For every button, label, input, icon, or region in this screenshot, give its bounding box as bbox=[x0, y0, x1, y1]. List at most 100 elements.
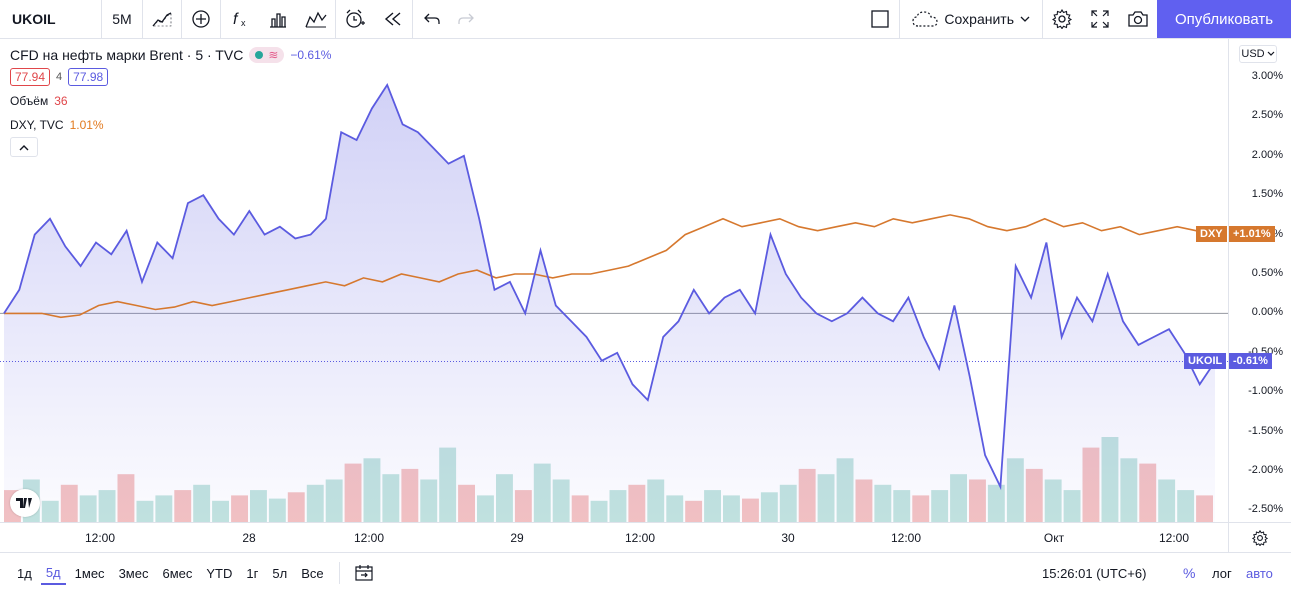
market-open-dot-icon bbox=[255, 51, 264, 59]
bottom-toolbar: 1д 5д 1мес 3мес 6мес YTD 1г 5л Все 15:26:01 (UTC… bbox=[0, 552, 1291, 593]
time-axis-label: 12:00 bbox=[1158, 531, 1190, 545]
auto-scale-toggle[interactable]: авто bbox=[1246, 566, 1273, 581]
calendar-arrow-icon bbox=[354, 565, 373, 581]
wave-icon: ≋ bbox=[268, 48, 279, 62]
price-tick-label: 0.00% bbox=[1251, 306, 1283, 319]
save-button[interactable]: Сохранить bbox=[900, 0, 1042, 38]
range-button-YTD[interactable]: YTD bbox=[206, 565, 233, 581]
redo-icon bbox=[458, 13, 474, 24]
cloud-icon bbox=[912, 11, 939, 27]
financials-button[interactable] bbox=[259, 0, 297, 38]
time-axis-label: 12:00 bbox=[353, 531, 385, 545]
chevron-down-icon bbox=[1020, 16, 1030, 22]
range-button-5л[interactable]: 5л bbox=[272, 565, 288, 581]
chart-pane[interactable] bbox=[0, 39, 1228, 522]
fullscreen-button[interactable] bbox=[1081, 0, 1119, 38]
camera-icon bbox=[1128, 11, 1148, 27]
toolbar-divider bbox=[412, 0, 413, 38]
toolbar-divider bbox=[899, 0, 901, 38]
currency-label: USD bbox=[1241, 48, 1265, 60]
toolbar-divider bbox=[335, 0, 336, 38]
svg-text:x: x bbox=[241, 18, 246, 28]
screenshot-button[interactable] bbox=[1119, 0, 1157, 38]
ukoil-series-line bbox=[3, 82, 1216, 491]
save-label: Сохранить bbox=[944, 11, 1014, 27]
templates-button[interactable] bbox=[297, 0, 335, 38]
range-button-3мес[interactable]: 3мес bbox=[118, 565, 149, 581]
square-icon bbox=[871, 10, 890, 28]
time-axis-label: Окт bbox=[1043, 531, 1065, 545]
symbol-search-button[interactable]: UKOIL bbox=[0, 0, 102, 38]
market-status-pill[interactable]: ≋ bbox=[249, 47, 285, 63]
ukoil-tag-value: -0.61% bbox=[1233, 355, 1268, 368]
undo-icon bbox=[424, 13, 440, 24]
dxy-price-tag: +1.01% bbox=[1229, 225, 1275, 242]
range-button-Все[interactable]: Все bbox=[301, 565, 324, 581]
gear-icon bbox=[1252, 529, 1268, 546]
range-selector: 1д 5д 1мес 3мес 6мес YTD 1г 5л Все bbox=[12, 561, 329, 585]
dxy-label: DXY, TVC bbox=[10, 118, 64, 132]
price-tick-label: -1.50% bbox=[1248, 424, 1283, 437]
rewind-icon bbox=[384, 12, 401, 26]
interval-button[interactable]: 5M bbox=[112, 11, 132, 27]
alarm-clock-icon bbox=[346, 9, 365, 28]
trend-lines-icon bbox=[305, 11, 327, 28]
ukoil-price-tag: -0.61% bbox=[1229, 353, 1272, 370]
price-tick-label: 0.50% bbox=[1251, 267, 1283, 279]
bid-price-button[interactable]: 77.94 bbox=[10, 68, 51, 86]
series-title: CFD на нефть марки Brent · 5 · TVC bbox=[10, 47, 244, 63]
compare-button[interactable] bbox=[182, 0, 220, 38]
layout-button[interactable] bbox=[861, 0, 899, 38]
price-tick-label: -2.50% bbox=[1248, 503, 1283, 516]
percent-scale-toggle[interactable]: % bbox=[1183, 565, 1196, 581]
ask-price-button[interactable]: 77.98 bbox=[68, 68, 109, 86]
dxy-legend[interactable]: DXY, TVC 1.01% bbox=[10, 114, 331, 136]
price-tick-label: 3.00% bbox=[1251, 70, 1283, 82]
time-axis-label: 12:00 bbox=[84, 531, 116, 545]
dxy-series-label-text: DXY bbox=[1200, 227, 1223, 240]
range-button-1мес[interactable]: 1мес bbox=[74, 565, 105, 581]
redo-button[interactable] bbox=[451, 0, 481, 38]
dxy-series-label: DXY bbox=[1196, 225, 1227, 242]
tradingview-logo-icon[interactable] bbox=[10, 489, 40, 517]
chevron-down-icon bbox=[1267, 51, 1275, 56]
area-chart-icon bbox=[152, 12, 172, 27]
price-tick-label: 2.00% bbox=[1251, 148, 1283, 161]
dxy-series-line bbox=[4, 214, 1216, 319]
chevron-up-icon bbox=[19, 144, 29, 150]
time-axis[interactable]: 12:00 28 12:00 29 12:00 30 12:00 Окт 12:00 bbox=[0, 522, 1228, 552]
chart-legend: CFD на нефть марки Brent · 5 · TVC ≋ −0.… bbox=[10, 44, 331, 158]
spread-value: 4 bbox=[56, 71, 63, 83]
price-tick-label: -2.00% bbox=[1248, 464, 1283, 476]
range-button-6мес[interactable]: 6мес bbox=[162, 565, 193, 581]
chart-type-button[interactable] bbox=[143, 0, 181, 38]
alert-button[interactable] bbox=[336, 0, 374, 38]
scale-settings-button[interactable] bbox=[1228, 522, 1291, 552]
time-axis-label: 30 bbox=[781, 531, 795, 545]
settings-button[interactable] bbox=[1043, 0, 1081, 38]
range-button-1д[interactable]: 1д bbox=[17, 565, 32, 581]
clock-timezone[interactable]: 15:26:01 (UTC+6) bbox=[1042, 566, 1147, 581]
plus-circle-icon bbox=[192, 10, 210, 28]
replay-button[interactable] bbox=[374, 0, 412, 38]
price-tick-label: -1.00% bbox=[1248, 385, 1283, 398]
price-tick-label: 2.50% bbox=[1251, 109, 1283, 122]
dxy-value: 1.01% bbox=[69, 118, 104, 132]
publish-button[interactable]: Опубликовать bbox=[1157, 0, 1291, 38]
legend-collapse-button[interactable] bbox=[10, 137, 38, 157]
undo-button[interactable] bbox=[413, 0, 451, 38]
volume-legend[interactable]: Объём 36 bbox=[10, 90, 331, 112]
toolbar-divider bbox=[220, 0, 221, 38]
ukoil-series-label: UKOIL bbox=[1184, 353, 1227, 370]
range-button-5д[interactable]: 5д bbox=[40, 561, 66, 585]
range-button-1г[interactable]: 1г bbox=[246, 565, 259, 581]
price-scale[interactable]: USD 3.00%2.50%2.00%1.50%1.00%0.50%0.00%-… bbox=[1228, 39, 1291, 552]
tv-mark-icon bbox=[16, 498, 32, 508]
main-series-legend[interactable]: CFD на нефть марки Brent · 5 · TVC ≋ −0.… bbox=[10, 44, 331, 66]
toolbar-divider bbox=[181, 0, 182, 38]
currency-button[interactable]: USD bbox=[1239, 45, 1277, 63]
log-scale-toggle[interactable]: лог bbox=[1212, 566, 1232, 581]
date-range-button[interactable] bbox=[350, 561, 378, 585]
